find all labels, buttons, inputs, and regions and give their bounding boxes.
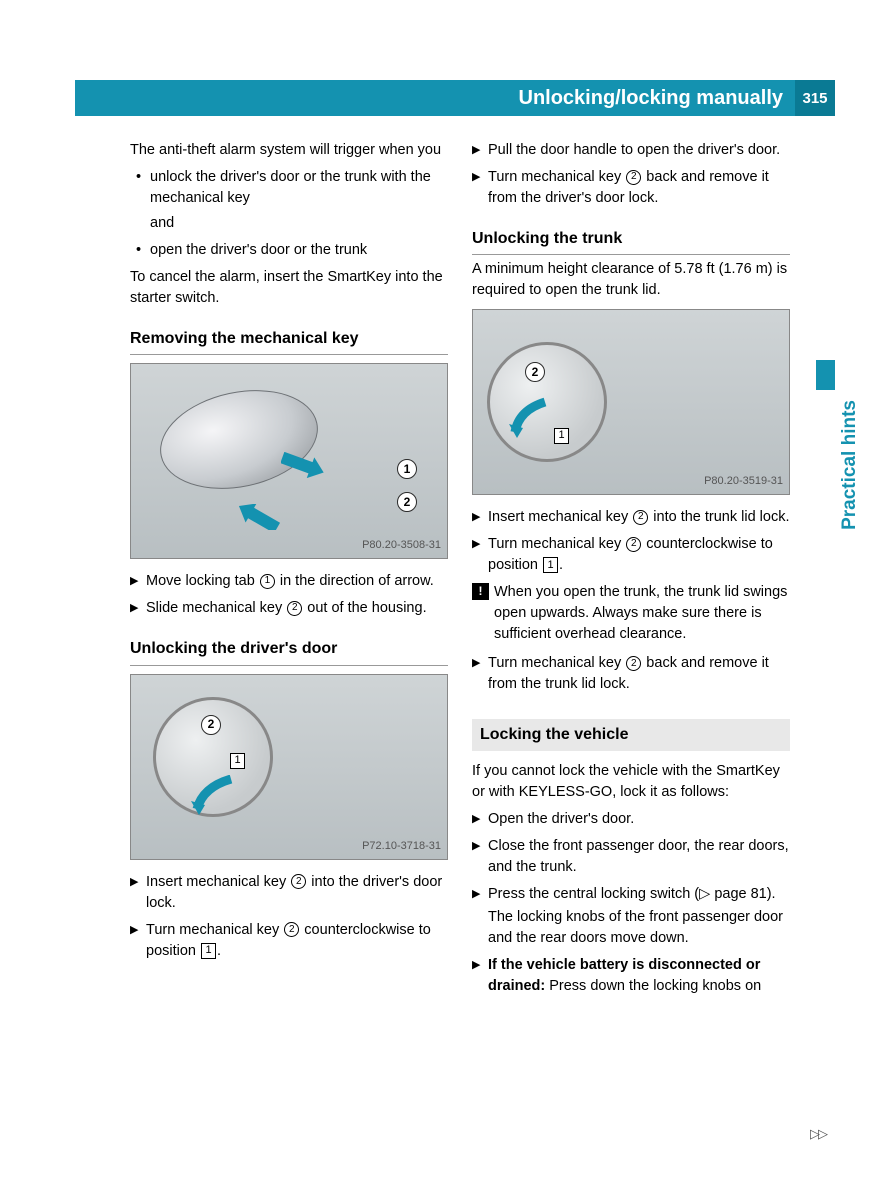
figure-mechanical-key: 1 2 P80.20-3508-31 (130, 363, 448, 559)
curved-arrow-icon (509, 396, 553, 440)
locking-intro: If you cannot lock the vehicle with the … (472, 761, 790, 803)
triangle-bullet-icon: ▶ (130, 598, 146, 619)
note-block: ! When you open the trunk, the trunk lid… (472, 582, 790, 645)
instruction-text: Turn mechanical key 2 back and remove it… (488, 653, 790, 695)
instruction-bullet: ▶ Insert mechanical key 2 into the trunk… (472, 507, 790, 528)
circled-number-icon: 2 (284, 922, 299, 937)
section-heading-unlock-trunk: Unlocking the trunk (472, 227, 790, 255)
instruction-bullet: ▶ Move locking tab 1 in the direction of… (130, 571, 448, 592)
triangle-bullet-icon: ▶ (472, 653, 488, 695)
instruction-bullet: ▶ Close the front passenger door, the re… (472, 836, 790, 878)
triangle-bullet-icon: ▶ (472, 836, 488, 878)
clearance-text: A minimum height clearance of 5.78 ft (1… (472, 259, 790, 301)
cancel-alarm-text: To cancel the alarm, insert the SmartKey… (130, 267, 448, 309)
instruction-text: Turn mechanical key 2 counterclockwise t… (488, 534, 790, 576)
instruction-bullet: ▶ Press the central locking switch (▷ pa… (472, 884, 790, 905)
circled-number-icon: 2 (626, 537, 641, 552)
instruction-bullet: ▶ Turn mechanical key 2 back and remove … (472, 167, 790, 209)
triangle-bullet-icon: ▶ (472, 140, 488, 161)
callout-2-icon: 2 (201, 715, 221, 735)
bullet-dot-icon: • (136, 240, 150, 261)
triangle-bullet-icon: ▶ (130, 872, 146, 914)
knobs-text: The locking knobs of the front passenger… (472, 907, 790, 949)
instruction-bullet: ▶ Open the driver's door. (472, 809, 790, 830)
triangle-bullet-icon: ▶ (472, 507, 488, 528)
dot-bullet: • unlock the driver's door or the trunk … (130, 167, 448, 209)
circled-number-icon: 2 (626, 170, 641, 185)
triangle-bullet-icon: ▶ (472, 955, 488, 997)
boxed-number-icon: 1 (543, 557, 558, 573)
dot-bullet: • open the driver's door or the trunk (130, 240, 448, 261)
curved-arrow-icon (191, 775, 241, 815)
header-bar: Unlocking/locking manually (75, 80, 795, 116)
instruction-text: Close the front passenger door, the rear… (488, 836, 790, 878)
and-text: and (130, 213, 448, 234)
dot-bullet-text: unlock the driver's door or the trunk wi… (150, 167, 448, 209)
note-icon: ! (472, 582, 494, 645)
continue-icon: ▷▷ (810, 1126, 826, 1142)
position-1-icon: 1 (230, 753, 245, 769)
instruction-bullet: ▶ Pull the door handle to open the drive… (472, 140, 790, 161)
content-area: The anti-theft alarm system will trigger… (130, 140, 790, 1003)
triangle-bullet-icon: ▶ (130, 571, 146, 592)
instruction-bullet: ▶ Insert mechanical key 2 into the drive… (130, 872, 448, 914)
page-number-text: 315 (802, 90, 827, 107)
triangle-bullet-icon: ▶ (472, 534, 488, 576)
instruction-text: If the vehicle battery is disconnected o… (488, 955, 790, 997)
triangle-bullet-icon: ▶ (130, 920, 146, 962)
section-bar-locking: Locking the vehicle (472, 719, 790, 750)
triangle-bullet-icon: ▶ (472, 884, 488, 905)
instruction-bullet: ▶ If the vehicle battery is disconnected… (472, 955, 790, 997)
circled-number-icon: 2 (633, 510, 648, 525)
circled-number-icon: 2 (626, 656, 641, 671)
header-title: Unlocking/locking manually (519, 87, 784, 110)
figure-driver-door: 2 1 P72.10-3718-31 (130, 674, 448, 860)
arrow-icon (281, 452, 325, 478)
instruction-text: Slide mechanical key 2 out of the housin… (146, 598, 448, 619)
circled-number-icon: 1 (260, 574, 275, 589)
triangle-bullet-icon: ▶ (472, 167, 488, 209)
instruction-text: Insert mechanical key 2 into the driver'… (146, 872, 448, 914)
note-text: When you open the trunk, the trunk lid s… (494, 582, 790, 645)
circled-number-icon: 2 (287, 601, 302, 616)
callout-2-icon: 2 (397, 492, 417, 512)
instruction-bullet: ▶ Turn mechanical key 2 back and remove … (472, 653, 790, 695)
callout-1-icon: 1 (397, 459, 417, 479)
arrow-icon (236, 504, 280, 530)
left-column: The anti-theft alarm system will trigger… (130, 140, 448, 1003)
instruction-text: Insert mechanical key 2 into the trunk l… (488, 507, 790, 528)
page-number: 315 (795, 80, 835, 116)
dot-bullet-text: open the driver's door or the trunk (150, 240, 448, 261)
circled-number-icon: 2 (291, 874, 306, 889)
instruction-text: Pull the door handle to open the driver'… (488, 140, 790, 161)
figure-caption: P80.20-3508-31 (362, 538, 441, 554)
instruction-bullet: ▶ Turn mechanical key 2 counterclockwise… (472, 534, 790, 576)
instruction-text: Move locking tab 1 in the direction of a… (146, 571, 448, 592)
instruction-text: Turn mechanical key 2 counterclockwise t… (146, 920, 448, 962)
figure-caption: P72.10-3718-31 (362, 839, 441, 855)
section-heading-remove-key: Removing the mechanical key (130, 327, 448, 355)
figure-trunk: 2 1 P80.20-3519-31 (472, 309, 790, 495)
section-heading-unlock-door: Unlocking the driver's door (130, 637, 448, 665)
side-tab (816, 360, 835, 390)
triangle-bullet-icon: ▶ (472, 809, 488, 830)
right-column: ▶ Pull the door handle to open the drive… (472, 140, 790, 1003)
position-1-icon: 1 (554, 428, 569, 444)
intro-text: The anti-theft alarm system will trigger… (130, 140, 448, 161)
instruction-bullet: ▶ Slide mechanical key 2 out of the hous… (130, 598, 448, 619)
figure-caption: P80.20-3519-31 (704, 474, 783, 490)
instruction-text: Turn mechanical key 2 back and remove it… (488, 167, 790, 209)
instruction-text: Open the driver's door. (488, 809, 790, 830)
boxed-number-icon: 1 (201, 943, 216, 959)
section-side-label: Practical hints (839, 400, 861, 530)
instruction-text: Press the central locking switch (▷ page… (488, 884, 790, 905)
instruction-bullet: ▶ Turn mechanical key 2 counterclockwise… (130, 920, 448, 962)
bullet-dot-icon: • (136, 167, 150, 209)
